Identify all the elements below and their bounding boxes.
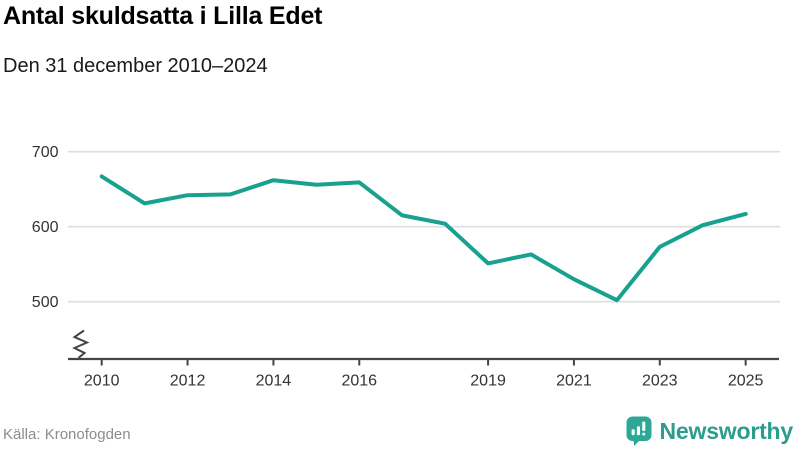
x-tick-label: 2010 <box>84 373 120 390</box>
y-tick-label: 700 <box>32 144 59 161</box>
newsworthy-logo: Newsworthy <box>626 416 793 446</box>
newsworthy-logo-text: Newsworthy <box>659 417 794 444</box>
x-tick-label: 2021 <box>556 373 592 390</box>
y-tick-label: 600 <box>32 219 59 236</box>
chart-title: Antal skuldsatta i Lilla Edet <box>3 2 323 30</box>
data-line <box>99 174 748 303</box>
x-tick-label: 2023 <box>642 373 678 390</box>
x-tick-label: 2016 <box>341 373 377 390</box>
axis-break-squiggle <box>72 329 90 359</box>
x-tick-label: 2025 <box>728 373 764 390</box>
bar-chart-speech-bubble-icon <box>626 416 652 446</box>
y-tick-label: 500 <box>32 294 59 311</box>
chart-subtitle: Den 31 december 2010–2024 <box>3 55 268 77</box>
x-tick-label: 2014 <box>256 373 292 390</box>
x-tick-label: 2019 <box>470 373 506 390</box>
x-tick-label: 2012 <box>170 373 206 390</box>
source-note: Källa: Kronofogden <box>3 426 131 443</box>
